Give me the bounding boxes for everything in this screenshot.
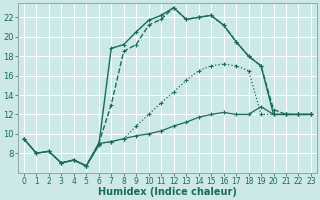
X-axis label: Humidex (Indice chaleur): Humidex (Indice chaleur) bbox=[98, 187, 237, 197]
